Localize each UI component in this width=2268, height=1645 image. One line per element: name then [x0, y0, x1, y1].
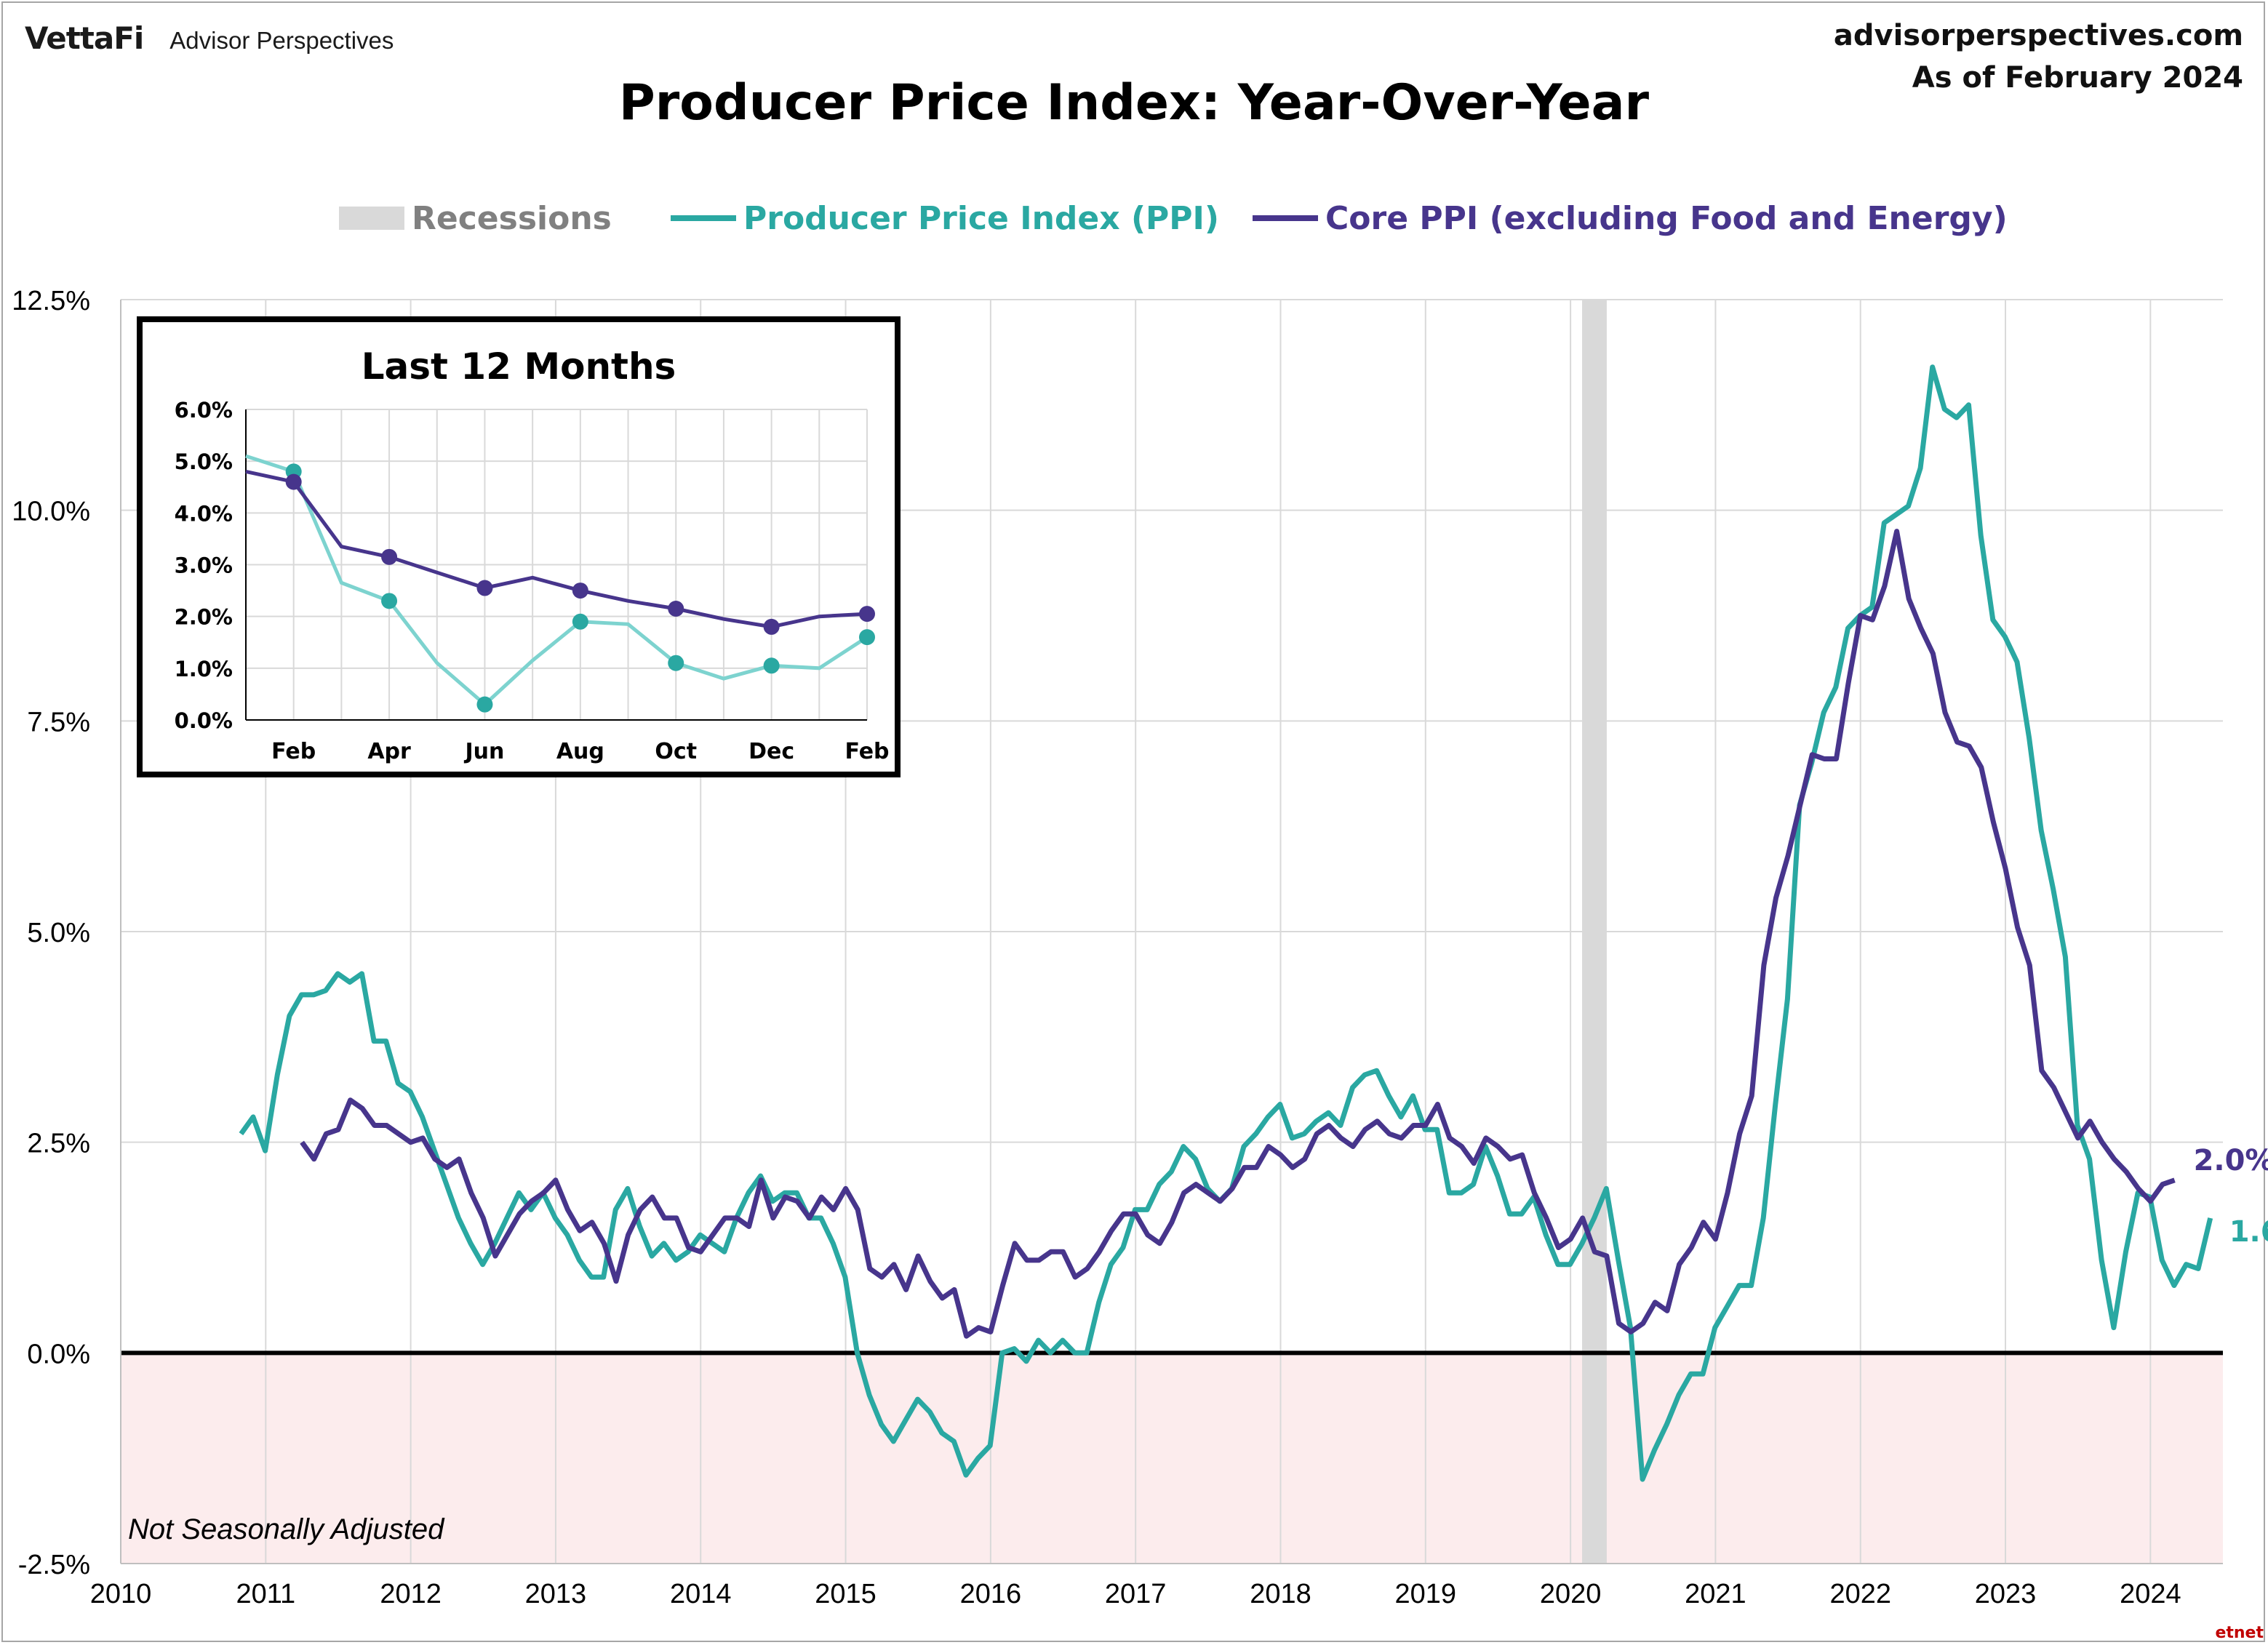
inset-y-tick-label: 4.0% — [175, 501, 233, 526]
legend-item-core: Core PPI (excluding Food and Energy) — [1253, 195, 2008, 241]
inset-ppi-point — [572, 613, 588, 630]
legend-label-recessions: Recessions — [412, 199, 612, 237]
y-tick-label: 7.5% — [27, 707, 90, 737]
legend-item-ppi: Producer Price Index (PPI) — [671, 195, 1219, 241]
inset-ppi-line — [245, 454, 869, 707]
as-of-date: As of February 2024 — [1912, 61, 2243, 95]
site-url[interactable]: advisorperspectives.com — [1833, 19, 2243, 52]
legend-label-ppi: Producer Price Index (PPI) — [743, 199, 1220, 237]
inset-y-tick-label: 0.0% — [175, 708, 233, 733]
inset-chart: Last 12 Months 6.0% 5.0% 4.0% 3.0% 2.0% 1.0% 0.… — [175, 345, 890, 764]
y-tick-label: 0.0% — [27, 1339, 90, 1369]
inset-ppi-point — [668, 655, 684, 671]
x-tick-label: 2015 — [815, 1579, 877, 1609]
inset-core-ppi-point — [763, 618, 780, 635]
inset-y-tick-label: 2.0% — [175, 605, 233, 630]
y-tick-label: 10.0% — [12, 497, 90, 527]
inset-ppi-point — [763, 657, 780, 674]
ppi-end-label: 1.6% — [2229, 1215, 2268, 1249]
inset-chart-box: Last 12 Months 6.0% 5.0% 4.0% 3.0% 2.0% 1.0% 0.… — [137, 316, 901, 777]
inset-y-tick-label: 1.0% — [175, 657, 233, 681]
core-ppi-series-line — [300, 529, 2176, 1339]
inset-core-ppi-point — [572, 583, 588, 599]
inset-ppi-point — [381, 593, 398, 609]
chart-title: Producer Price Index: Year-Over-Year — [618, 74, 1650, 132]
inset-core-ppi-point — [381, 548, 398, 565]
y-tick-label: 2.5% — [27, 1129, 90, 1159]
x-tick-label: 2010 — [90, 1579, 152, 1609]
site-info: advisorperspectives.com As of February 2… — [1834, 15, 2243, 99]
x-tick-label: 2024 — [2120, 1579, 2181, 1609]
x-tick-label: 2013 — [525, 1579, 587, 1609]
inset-ppi-point — [476, 696, 493, 713]
x-tick-label: 2023 — [1975, 1579, 2037, 1609]
inset-core-ppi-point — [285, 473, 302, 490]
inset-title: Last 12 Months — [362, 345, 676, 388]
y-tick-label: 12.5% — [12, 286, 90, 316]
inset-y-tick-label: 3.0% — [175, 553, 233, 578]
x-tick-label: 2016 — [960, 1579, 1022, 1609]
etnet-watermark: etnet — [2215, 1624, 2264, 1642]
inset-x-tick-label: Apr — [367, 739, 411, 764]
inset-core-ppi-line — [245, 469, 868, 629]
not-seasonally-adjusted-note: Not Seasonally Adjusted — [128, 1513, 445, 1545]
inset-core-ppi-point — [668, 600, 684, 617]
brand-header: VettaFi Advisor Perspectives — [25, 20, 394, 56]
inset-x-tick-label: Aug — [556, 739, 604, 764]
inset-core-ppi-point — [859, 606, 875, 623]
inset-y-tick-label: 5.0% — [175, 449, 233, 474]
x-tick-label: 2020 — [1540, 1579, 1602, 1609]
x-tick-label: 2011 — [236, 1579, 295, 1609]
legend-swatch-core — [1253, 215, 1318, 221]
inset-x-tick-label: Oct — [655, 739, 697, 764]
legend: Recessions Producer Price Index (PPI) Co… — [0, 195, 2268, 241]
inset-x-tick-label: Dec — [748, 739, 794, 764]
inset-x-tick-label: Jun — [464, 739, 505, 764]
legend-item-recessions: Recessions — [339, 195, 612, 241]
inset-x-tick-label: Feb — [271, 739, 316, 764]
recession-band — [1582, 300, 1607, 1564]
x-tick-label: 2018 — [1250, 1579, 1311, 1609]
legend-swatch-recessions — [339, 207, 404, 230]
x-tick-label: 2014 — [670, 1579, 732, 1609]
vettafi-logo: VettaFi — [25, 20, 144, 56]
x-tick-label: 2022 — [1829, 1579, 1891, 1609]
x-tick-label: 2021 — [1685, 1579, 1746, 1609]
negative-zone — [121, 1353, 2223, 1564]
brand-name: Advisor Perspectives — [169, 27, 394, 54]
x-tick-label: 2019 — [1395, 1579, 1457, 1609]
inset-core-ppi-point — [476, 580, 493, 596]
x-tick-label: 2012 — [380, 1579, 442, 1609]
y-tick-label: 5.0% — [27, 918, 90, 948]
core-ppi-end-label: 2.0% — [2194, 1144, 2268, 1177]
legend-swatch-ppi — [671, 215, 736, 221]
x-tick-label: 2017 — [1105, 1579, 1167, 1609]
inset-y-tick-label: 6.0% — [175, 398, 233, 423]
y-tick-label: -2.5% — [18, 1550, 90, 1580]
inset-x-tick-label: Feb — [844, 739, 889, 764]
legend-label-core: Core PPI (excluding Food and Energy) — [1325, 199, 2008, 237]
inset-ppi-point — [859, 629, 875, 646]
